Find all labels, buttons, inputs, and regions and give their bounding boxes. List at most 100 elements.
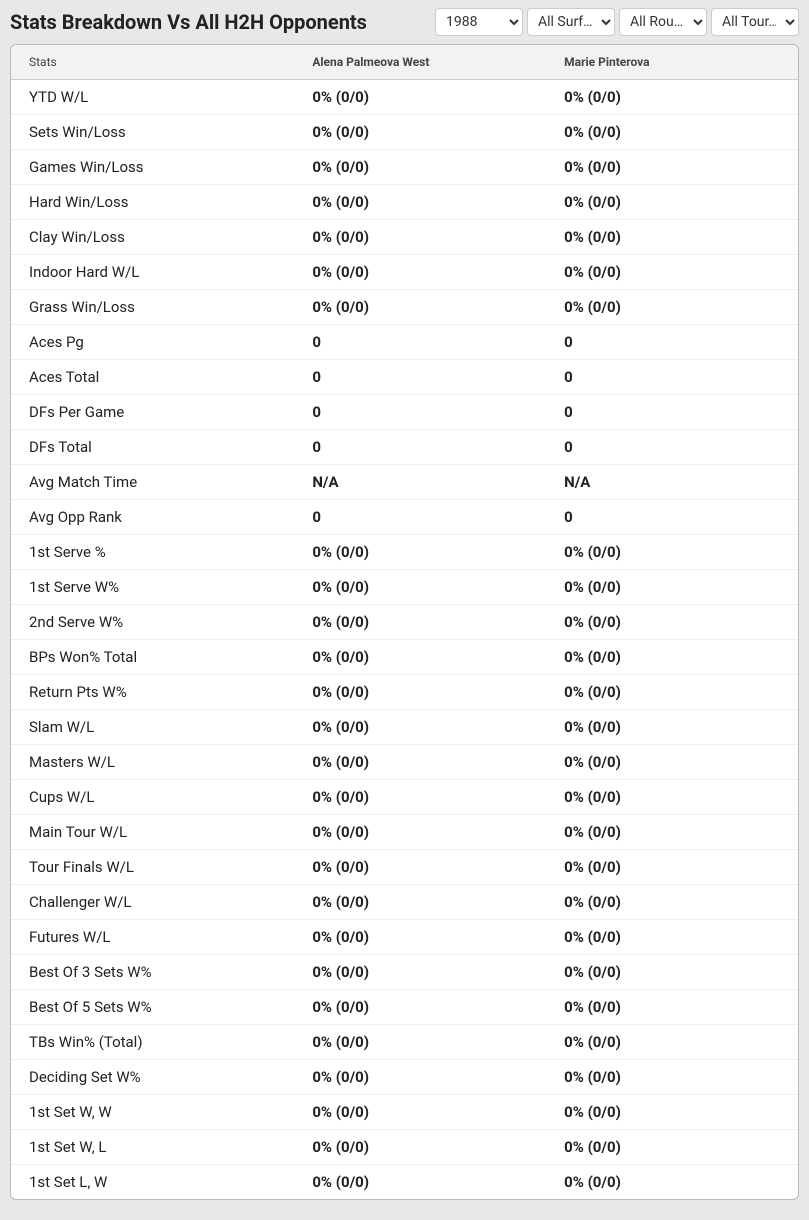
table-row: Sets Win/Loss0% (0/0)0% (0/0) xyxy=(11,115,798,150)
stat-value-player1: 0% (0/0) xyxy=(294,990,546,1025)
stat-value-player1: 0% (0/0) xyxy=(294,1130,546,1165)
table-row: TBs Win% (Total)0% (0/0)0% (0/0) xyxy=(11,1025,798,1060)
stat-value-player2: 0% (0/0) xyxy=(546,640,798,675)
table-row: Main Tour W/L0% (0/0)0% (0/0) xyxy=(11,815,798,850)
stat-label: Clay Win/Loss xyxy=(11,220,294,255)
stat-label: 1st Serve % xyxy=(11,535,294,570)
stat-value-player1: 0% (0/0) xyxy=(294,290,546,325)
stat-value-player1: 0% (0/0) xyxy=(294,1060,546,1095)
stat-value-player1: 0% (0/0) xyxy=(294,255,546,290)
stat-value-player1: 0% (0/0) xyxy=(294,710,546,745)
table-row: Hard Win/Loss0% (0/0)0% (0/0) xyxy=(11,185,798,220)
stat-value-player1: 0 xyxy=(294,395,546,430)
tournament-select[interactable]: All Tour… xyxy=(711,8,799,36)
stat-value-player1: 0% (0/0) xyxy=(294,815,546,850)
stat-value-player1: 0% (0/0) xyxy=(294,1025,546,1060)
table-row: 1st Set L, W0% (0/0)0% (0/0) xyxy=(11,1165,798,1200)
stat-value-player2: 0% (0/0) xyxy=(546,80,798,115)
table-row: Cups W/L0% (0/0)0% (0/0) xyxy=(11,780,798,815)
stat-value-player1: 0% (0/0) xyxy=(294,220,546,255)
stat-value-player2: 0 xyxy=(546,325,798,360)
stat-value-player1: 0% (0/0) xyxy=(294,745,546,780)
stat-value-player1: 0% (0/0) xyxy=(294,640,546,675)
table-row: Futures W/L0% (0/0)0% (0/0) xyxy=(11,920,798,955)
stat-label: Avg Opp Rank xyxy=(11,500,294,535)
stats-table-container: Stats Alena Palmeova West Marie Pinterov… xyxy=(10,44,799,1200)
table-row: YTD W/L0% (0/0)0% (0/0) xyxy=(11,80,798,115)
stat-value-player2: 0% (0/0) xyxy=(546,1165,798,1200)
stat-value-player2: 0% (0/0) xyxy=(546,1025,798,1060)
stat-label: 1st Set L, W xyxy=(11,1165,294,1200)
stat-value-player1: 0% (0/0) xyxy=(294,955,546,990)
stat-label: YTD W/L xyxy=(11,80,294,115)
stat-value-player1: 0% (0/0) xyxy=(294,570,546,605)
table-row: Best Of 5 Sets W%0% (0/0)0% (0/0) xyxy=(11,990,798,1025)
table-row: Grass Win/Loss0% (0/0)0% (0/0) xyxy=(11,290,798,325)
stat-value-player2: 0% (0/0) xyxy=(546,815,798,850)
table-row: DFs Per Game00 xyxy=(11,395,798,430)
stat-label: 1st Serve W% xyxy=(11,570,294,605)
stat-label: Hard Win/Loss xyxy=(11,185,294,220)
stat-value-player2: 0% (0/0) xyxy=(546,780,798,815)
column-header-player2: Marie Pinterova xyxy=(546,45,798,80)
stat-value-player2: 0% (0/0) xyxy=(546,570,798,605)
column-header-player1: Alena Palmeova West xyxy=(294,45,546,80)
stat-label: Sets Win/Loss xyxy=(11,115,294,150)
table-row: Games Win/Loss0% (0/0)0% (0/0) xyxy=(11,150,798,185)
table-row: 2nd Serve W%0% (0/0)0% (0/0) xyxy=(11,605,798,640)
stat-value-player2: 0% (0/0) xyxy=(546,675,798,710)
stat-label: DFs Total xyxy=(11,430,294,465)
stats-table: Stats Alena Palmeova West Marie Pinterov… xyxy=(11,45,798,1199)
stat-label: DFs Per Game xyxy=(11,395,294,430)
stat-label: Slam W/L xyxy=(11,710,294,745)
year-select[interactable]: 1988 xyxy=(435,8,523,36)
table-row: Tour Finals W/L0% (0/0)0% (0/0) xyxy=(11,850,798,885)
stat-value-player2: 0% (0/0) xyxy=(546,185,798,220)
stat-value-player1: 0% (0/0) xyxy=(294,850,546,885)
round-select[interactable]: All Rou… xyxy=(619,8,707,36)
stat-value-player1: 0 xyxy=(294,430,546,465)
stat-value-player2: 0% (0/0) xyxy=(546,745,798,780)
stat-label: BPs Won% Total xyxy=(11,640,294,675)
stat-value-player1: 0% (0/0) xyxy=(294,115,546,150)
table-row: Deciding Set W%0% (0/0)0% (0/0) xyxy=(11,1060,798,1095)
table-row: 1st Serve %0% (0/0)0% (0/0) xyxy=(11,535,798,570)
filters-group: 1988 All Surf… All Rou… All Tour… xyxy=(435,8,799,36)
stat-value-player1: 0% (0/0) xyxy=(294,1095,546,1130)
stat-value-player1: 0% (0/0) xyxy=(294,920,546,955)
stat-value-player2: N/A xyxy=(546,465,798,500)
table-row: Avg Opp Rank00 xyxy=(11,500,798,535)
table-row: Aces Pg00 xyxy=(11,325,798,360)
stat-value-player2: 0% (0/0) xyxy=(546,150,798,185)
table-row: Best Of 3 Sets W%0% (0/0)0% (0/0) xyxy=(11,955,798,990)
stat-value-player1: 0% (0/0) xyxy=(294,780,546,815)
table-row: DFs Total00 xyxy=(11,430,798,465)
table-row: Masters W/L0% (0/0)0% (0/0) xyxy=(11,745,798,780)
stat-value-player2: 0% (0/0) xyxy=(546,1130,798,1165)
stat-label: Grass Win/Loss xyxy=(11,290,294,325)
surface-select[interactable]: All Surf… xyxy=(527,8,615,36)
stat-value-player1: 0 xyxy=(294,500,546,535)
stat-value-player2: 0% (0/0) xyxy=(546,1095,798,1130)
header-bar: Stats Breakdown Vs All H2H Opponents 198… xyxy=(0,0,809,44)
stat-label: Challenger W/L xyxy=(11,885,294,920)
stat-value-player2: 0 xyxy=(546,430,798,465)
stat-value-player2: 0% (0/0) xyxy=(546,885,798,920)
stat-label: Masters W/L xyxy=(11,745,294,780)
table-row: Avg Match TimeN/AN/A xyxy=(11,465,798,500)
stat-label: Cups W/L xyxy=(11,780,294,815)
stat-label: 2nd Serve W% xyxy=(11,605,294,640)
page-title: Stats Breakdown Vs All H2H Opponents xyxy=(10,10,367,34)
stat-value-player2: 0% (0/0) xyxy=(546,990,798,1025)
stat-value-player1: 0% (0/0) xyxy=(294,80,546,115)
stat-label: 1st Set W, W xyxy=(11,1095,294,1130)
table-row: 1st Serve W%0% (0/0)0% (0/0) xyxy=(11,570,798,605)
table-row: Slam W/L0% (0/0)0% (0/0) xyxy=(11,710,798,745)
stat-value-player2: 0% (0/0) xyxy=(546,1060,798,1095)
stat-value-player2: 0% (0/0) xyxy=(546,255,798,290)
stat-label: Indoor Hard W/L xyxy=(11,255,294,290)
stat-value-player1: 0 xyxy=(294,360,546,395)
stat-value-player1: 0% (0/0) xyxy=(294,675,546,710)
stat-label: Aces Total xyxy=(11,360,294,395)
stat-label: Best Of 5 Sets W% xyxy=(11,990,294,1025)
